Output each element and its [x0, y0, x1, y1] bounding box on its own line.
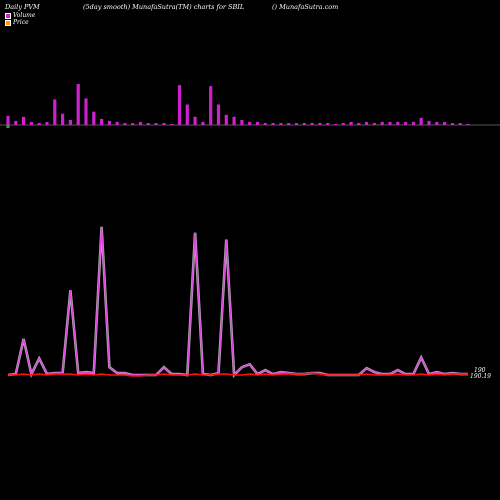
volume-bar — [76, 84, 80, 125]
volume-bar — [162, 123, 166, 125]
volume-bar — [6, 115, 10, 125]
volume-bar — [123, 123, 127, 125]
legend-volume-swatch — [5, 12, 11, 19]
volume-bars — [6, 84, 470, 128]
volume-bar — [380, 121, 384, 125]
volume-bar — [68, 119, 72, 125]
volume-bar — [466, 124, 470, 125]
chart-label-left: Daily PVM — [5, 3, 40, 11]
volume-bar — [61, 113, 65, 125]
legend-volume-label: Volume — [13, 12, 36, 19]
volume-bar — [177, 85, 182, 125]
volume-bar — [201, 121, 205, 125]
pvm-line-outline — [7, 226, 468, 378]
right-label-bottom: 190.19 — [470, 373, 491, 380]
volume-bar — [209, 86, 213, 125]
legend-volume: Volume — [5, 12, 35, 19]
volume-bar — [396, 121, 400, 125]
volume-bar — [232, 116, 236, 125]
volume-bar — [138, 121, 143, 125]
volume-bar — [92, 111, 96, 125]
volume-bar — [411, 121, 415, 125]
volume-bar — [435, 121, 439, 125]
volume-bar — [287, 123, 291, 125]
volume-bar — [45, 121, 49, 125]
volume-bar — [427, 120, 431, 125]
volume-bar-down — [6, 125, 10, 128]
volume-bar — [248, 121, 252, 125]
volume-bar — [240, 119, 244, 125]
legend-price-label: Price — [13, 19, 29, 26]
chart-title: (5day smooth) MunafaSutra(TM) charts for… — [83, 3, 245, 11]
volume-bar — [154, 123, 158, 125]
volume-bar — [294, 123, 299, 125]
volume-bar — [146, 123, 150, 125]
volume-bar — [37, 123, 41, 125]
volume-bar — [170, 124, 174, 125]
volume-bar — [458, 123, 462, 125]
volume-bar — [388, 121, 392, 125]
price-line — [8, 372, 468, 377]
volume-bar — [450, 123, 454, 125]
volume-bar — [224, 114, 228, 125]
volume-bar — [419, 117, 423, 125]
volume-bar — [333, 124, 338, 125]
legend-price: Price — [5, 19, 29, 26]
legend-price-swatch — [5, 19, 11, 26]
volume-bar — [100, 118, 104, 125]
volume-bar — [271, 123, 275, 125]
volume-bar — [14, 120, 18, 125]
volume-bar — [107, 120, 111, 125]
volume-bar — [263, 123, 267, 125]
volume-bar — [279, 123, 283, 125]
pvm-lines — [7, 226, 468, 378]
pvm-line — [7, 226, 468, 377]
volume-bar — [115, 121, 119, 125]
volume-bar — [318, 123, 322, 125]
volume-bar — [326, 123, 330, 125]
volume-bar — [131, 123, 135, 125]
volume-bar — [22, 116, 26, 125]
volume-bar — [404, 121, 408, 125]
volume-bar — [216, 104, 221, 125]
volume-bar — [185, 104, 189, 125]
volume-bar — [302, 123, 306, 125]
volume-bar — [310, 123, 314, 125]
site-credit: () MunafaSutra.com — [272, 3, 339, 11]
volume-bar — [372, 123, 376, 125]
volume-bar — [341, 123, 345, 125]
volume-bar — [349, 121, 353, 125]
volume-bar — [255, 121, 260, 125]
volume-bar — [365, 121, 369, 125]
volume-bar — [53, 99, 57, 125]
volume-bar — [193, 116, 197, 125]
right-label-top: 190 — [474, 367, 486, 374]
volume-bar — [84, 98, 88, 125]
volume-bar — [357, 123, 361, 125]
volume-bar — [29, 121, 33, 125]
volume-bar — [443, 121, 447, 125]
